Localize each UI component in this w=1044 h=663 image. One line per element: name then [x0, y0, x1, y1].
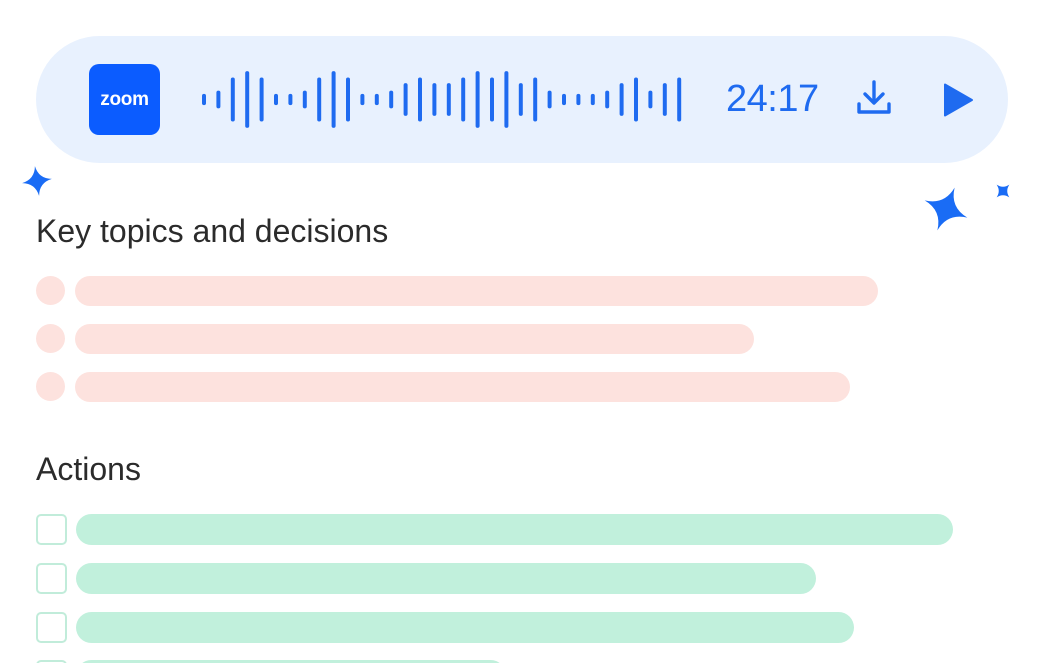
recording-duration: 24:17: [726, 78, 819, 120]
zoom-logo-text: zoom: [100, 88, 149, 110]
topic-bullet: [36, 324, 65, 353]
action-item: [36, 514, 996, 545]
topic-placeholder-bar: [75, 372, 850, 402]
sparkle-icon: [22, 166, 52, 196]
actions-heading: Actions: [36, 451, 141, 487]
topic-bullet: [36, 372, 65, 401]
play-icon: [944, 83, 973, 117]
audio-waveform[interactable]: [200, 64, 690, 135]
action-item: [36, 612, 996, 643]
play-button[interactable]: [936, 78, 980, 122]
download-button[interactable]: [852, 76, 896, 120]
topic-placeholder-bar: [75, 276, 878, 306]
topic-item: [36, 276, 956, 306]
action-placeholder-bar: [76, 563, 816, 594]
sparkle-icon: [996, 184, 1010, 198]
audio-player: zoom 24:17: [36, 36, 1008, 163]
download-icon: [857, 80, 891, 114]
action-checkbox[interactable]: [36, 563, 67, 594]
topic-bullet: [36, 276, 65, 305]
topic-placeholder-bar: [75, 324, 754, 354]
action-item: [36, 660, 996, 663]
sparkle-icon: [924, 187, 968, 231]
action-checkbox[interactable]: [36, 612, 67, 643]
action-item: [36, 563, 996, 594]
topic-item: [36, 324, 956, 354]
zoom-logo: zoom: [89, 64, 160, 135]
action-placeholder-bar: [76, 612, 854, 643]
topic-item: [36, 372, 956, 402]
action-placeholder-bar: [76, 514, 953, 545]
action-checkbox[interactable]: [36, 660, 67, 663]
key-topics-heading: Key topics and decisions: [36, 213, 389, 249]
action-placeholder-bar: [76, 660, 506, 663]
action-checkbox[interactable]: [36, 514, 67, 545]
